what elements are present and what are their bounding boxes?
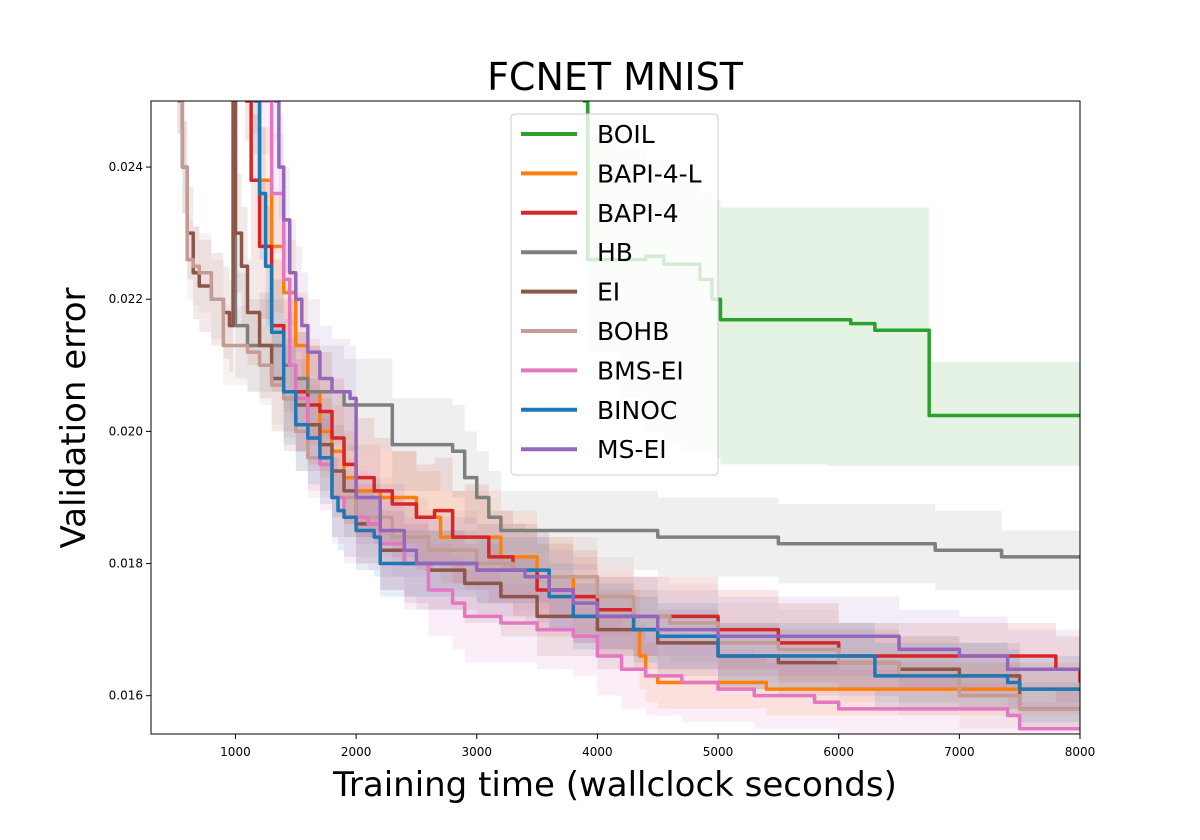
x-tick-label: 4000 <box>582 745 613 759</box>
y-tick-label: 0.016 <box>109 689 143 703</box>
legend-label-hb: HB <box>597 238 633 267</box>
chart-title: FCNET MNIST <box>487 55 744 99</box>
x-tick-label: 3000 <box>461 745 492 759</box>
legend-label-bapi-4: BAPI-4 <box>597 199 679 228</box>
y-axis-label: Validation error <box>54 287 94 548</box>
band-ei <box>177 101 1080 729</box>
legend-label-bohb: BOHB <box>597 317 669 346</box>
legend-label-bms-ei: BMS-EI <box>597 356 684 385</box>
x-axis-label: Training time (wallclock seconds) <box>332 765 897 805</box>
y-tick-label: 0.022 <box>109 292 143 306</box>
band-bohb <box>177 101 1080 729</box>
legend: BOIL BAPI-4-L BAPI-4 HB EI BOHB BMS-EI BINOC MS-… <box>510 113 719 476</box>
x-tick-label: 5000 <box>703 745 734 759</box>
x-tick-label: 1000 <box>220 745 251 759</box>
line-binoc <box>253 101 1080 691</box>
legend-label-ei: EI <box>597 278 620 307</box>
x-axis-ticks: 1000 2000 3000 4000 5000 6000 7000 8000 <box>220 734 1095 759</box>
band-bapi-4 <box>245 101 1080 709</box>
y-axis-ticks: 0.016 0.018 0.020 0.022 0.024 <box>109 160 151 703</box>
y-tick-label: 0.020 <box>109 424 143 438</box>
x-tick-label: 2000 <box>341 745 372 759</box>
plot-frame <box>150 100 1081 735</box>
band-binoc <box>253 101 1080 723</box>
series-lines <box>177 101 1080 731</box>
legend-box <box>510 113 719 476</box>
legend-label-binoc: BINOC <box>597 396 677 425</box>
line-ms-ei <box>274 101 1080 671</box>
band-hb <box>233 101 1080 590</box>
legend-label-boil: BOIL <box>597 120 655 149</box>
line-bohb <box>177 101 1080 711</box>
y-tick-label: 0.018 <box>109 557 143 571</box>
x-tick-label: 8000 <box>1065 745 1096 759</box>
legend-label-bapi-4-l: BAPI-4-L <box>597 159 702 188</box>
legend-label-ms-ei: MS-EI <box>597 435 667 464</box>
x-tick-label: 6000 <box>823 745 854 759</box>
y-tick-label: 0.024 <box>109 160 143 174</box>
x-tick-label: 7000 <box>944 745 975 759</box>
